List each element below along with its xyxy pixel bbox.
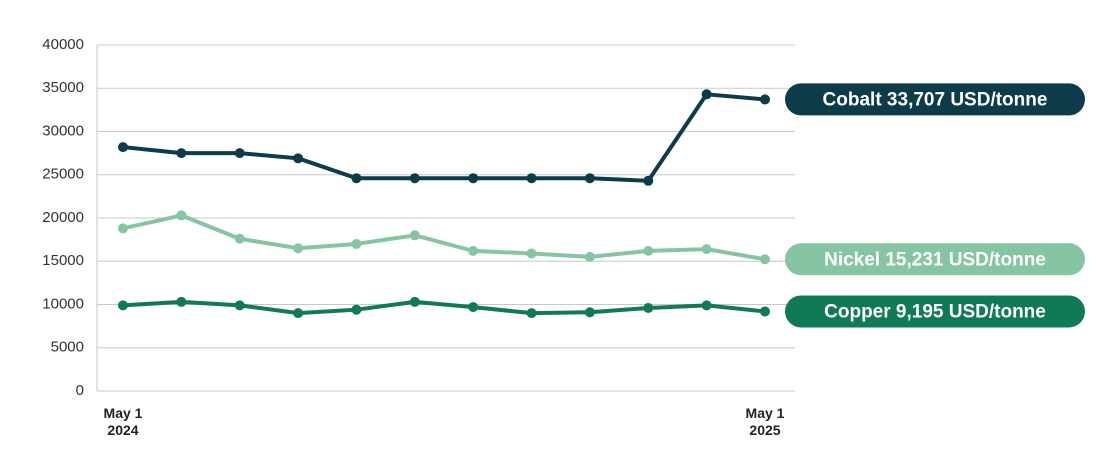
data-point xyxy=(176,148,187,159)
y-tick-label: 35000 xyxy=(42,79,84,96)
data-point xyxy=(234,300,245,311)
y-tick-label: 25000 xyxy=(42,166,84,183)
data-point xyxy=(351,304,362,315)
data-point xyxy=(176,296,187,307)
label-pill xyxy=(785,83,1085,116)
data-point xyxy=(468,245,479,256)
label-text: Nickel 15,231 USD/tonne xyxy=(824,249,1046,270)
x-tick-label: May 1 2025 xyxy=(746,405,785,438)
data-point xyxy=(526,173,537,184)
data-point xyxy=(118,300,128,311)
label-pill xyxy=(785,295,1085,328)
label-pill xyxy=(785,243,1085,276)
data-point xyxy=(643,302,654,313)
y-tick-label: 10000 xyxy=(42,295,84,312)
data-point xyxy=(701,89,712,100)
y-tick-label: 5000 xyxy=(51,339,84,356)
data-point xyxy=(409,296,420,307)
data-point xyxy=(409,230,420,241)
data-point xyxy=(760,94,770,105)
value-label: Nickel 15,231 USD/tonne xyxy=(785,243,1085,276)
data-point xyxy=(584,251,595,262)
data-point xyxy=(584,307,595,318)
data-point xyxy=(760,306,770,317)
data-point xyxy=(643,175,654,186)
data-point xyxy=(293,243,304,254)
data-point xyxy=(293,153,304,164)
data-point xyxy=(234,148,245,159)
y-tick-label: 0 xyxy=(76,382,84,399)
label-text: Cobalt 33,707 USD/tonne xyxy=(823,89,1048,110)
value-label: Cobalt 33,707 USD/tonne xyxy=(785,83,1085,116)
y-tick-label: 15000 xyxy=(42,252,84,269)
series-line xyxy=(122,92,766,183)
data-point xyxy=(701,244,712,255)
data-point xyxy=(351,238,362,249)
data-point xyxy=(584,173,595,184)
data-point xyxy=(468,302,479,313)
y-tick-label: 30000 xyxy=(42,122,84,139)
value-label: Copper 9,195 USD/tonne xyxy=(785,295,1085,328)
data-point xyxy=(760,254,770,265)
y-tick-label: 20000 xyxy=(42,209,84,226)
data-point xyxy=(351,173,362,184)
data-point xyxy=(409,173,420,184)
data-point xyxy=(643,245,654,256)
x-tick-label: May 1 2024 xyxy=(104,405,143,438)
data-point xyxy=(118,142,128,153)
data-point xyxy=(176,210,187,221)
data-point xyxy=(293,308,304,319)
data-point xyxy=(234,233,245,244)
data-point xyxy=(118,223,128,234)
data-point xyxy=(701,300,712,311)
series-line xyxy=(122,299,766,316)
data-point xyxy=(468,173,479,184)
y-tick-label: 40000 xyxy=(42,36,84,53)
data-point xyxy=(526,248,537,259)
series-line xyxy=(122,213,766,262)
data-point xyxy=(526,308,537,319)
label-text: Copper 9,195 USD/tonne xyxy=(824,301,1046,322)
